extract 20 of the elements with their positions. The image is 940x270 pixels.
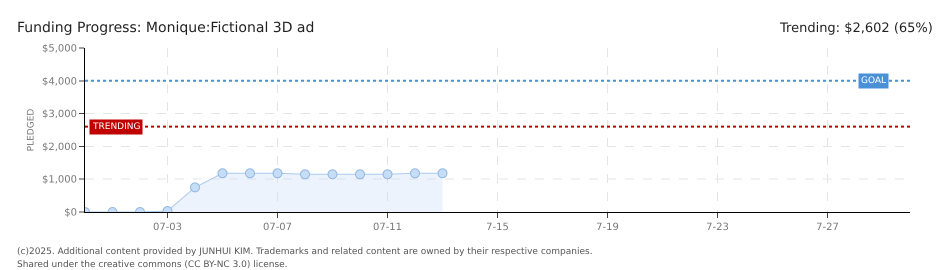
x-tick-label: 7-15 (486, 222, 509, 233)
ref-line-label: TRENDING (92, 122, 140, 132)
x-tick-label: 7-27 (816, 222, 839, 233)
chart-subtitle: Trending: $2,602 (65%) (779, 21, 933, 36)
text: Shared under the creative commons (CC BY-NC 3.0) license. (17, 260, 288, 270)
ref-line-label: GOAL (861, 76, 886, 86)
text: (c)2025. Additional content provided by JUNHUI KIM. Trademarks and related content are owned by their respective companies. (17, 247, 593, 257)
y-tick-label: $4,000 (42, 76, 77, 88)
x-tick-label: 7-19 (596, 222, 619, 233)
x-tick-label: 07-11 (372, 222, 402, 233)
y-tick-label: $2,000 (42, 142, 77, 153)
x-tick-label: 07-07 (262, 222, 292, 233)
chart-title: Funding Progress: Monique:Fictional 3D ad (17, 20, 314, 36)
y-tick-label: $5,000 (42, 44, 77, 54)
x-tick-label: 7-23 (706, 222, 729, 233)
x-tick-label: 07-03 (152, 222, 182, 233)
y-tick-label: $3,000 (42, 109, 77, 120)
y-tick-label: $0 (64, 208, 77, 218)
y-axis-title: PLEDGED (26, 108, 36, 152)
y-tick-label: $1,000 (42, 174, 77, 186)
